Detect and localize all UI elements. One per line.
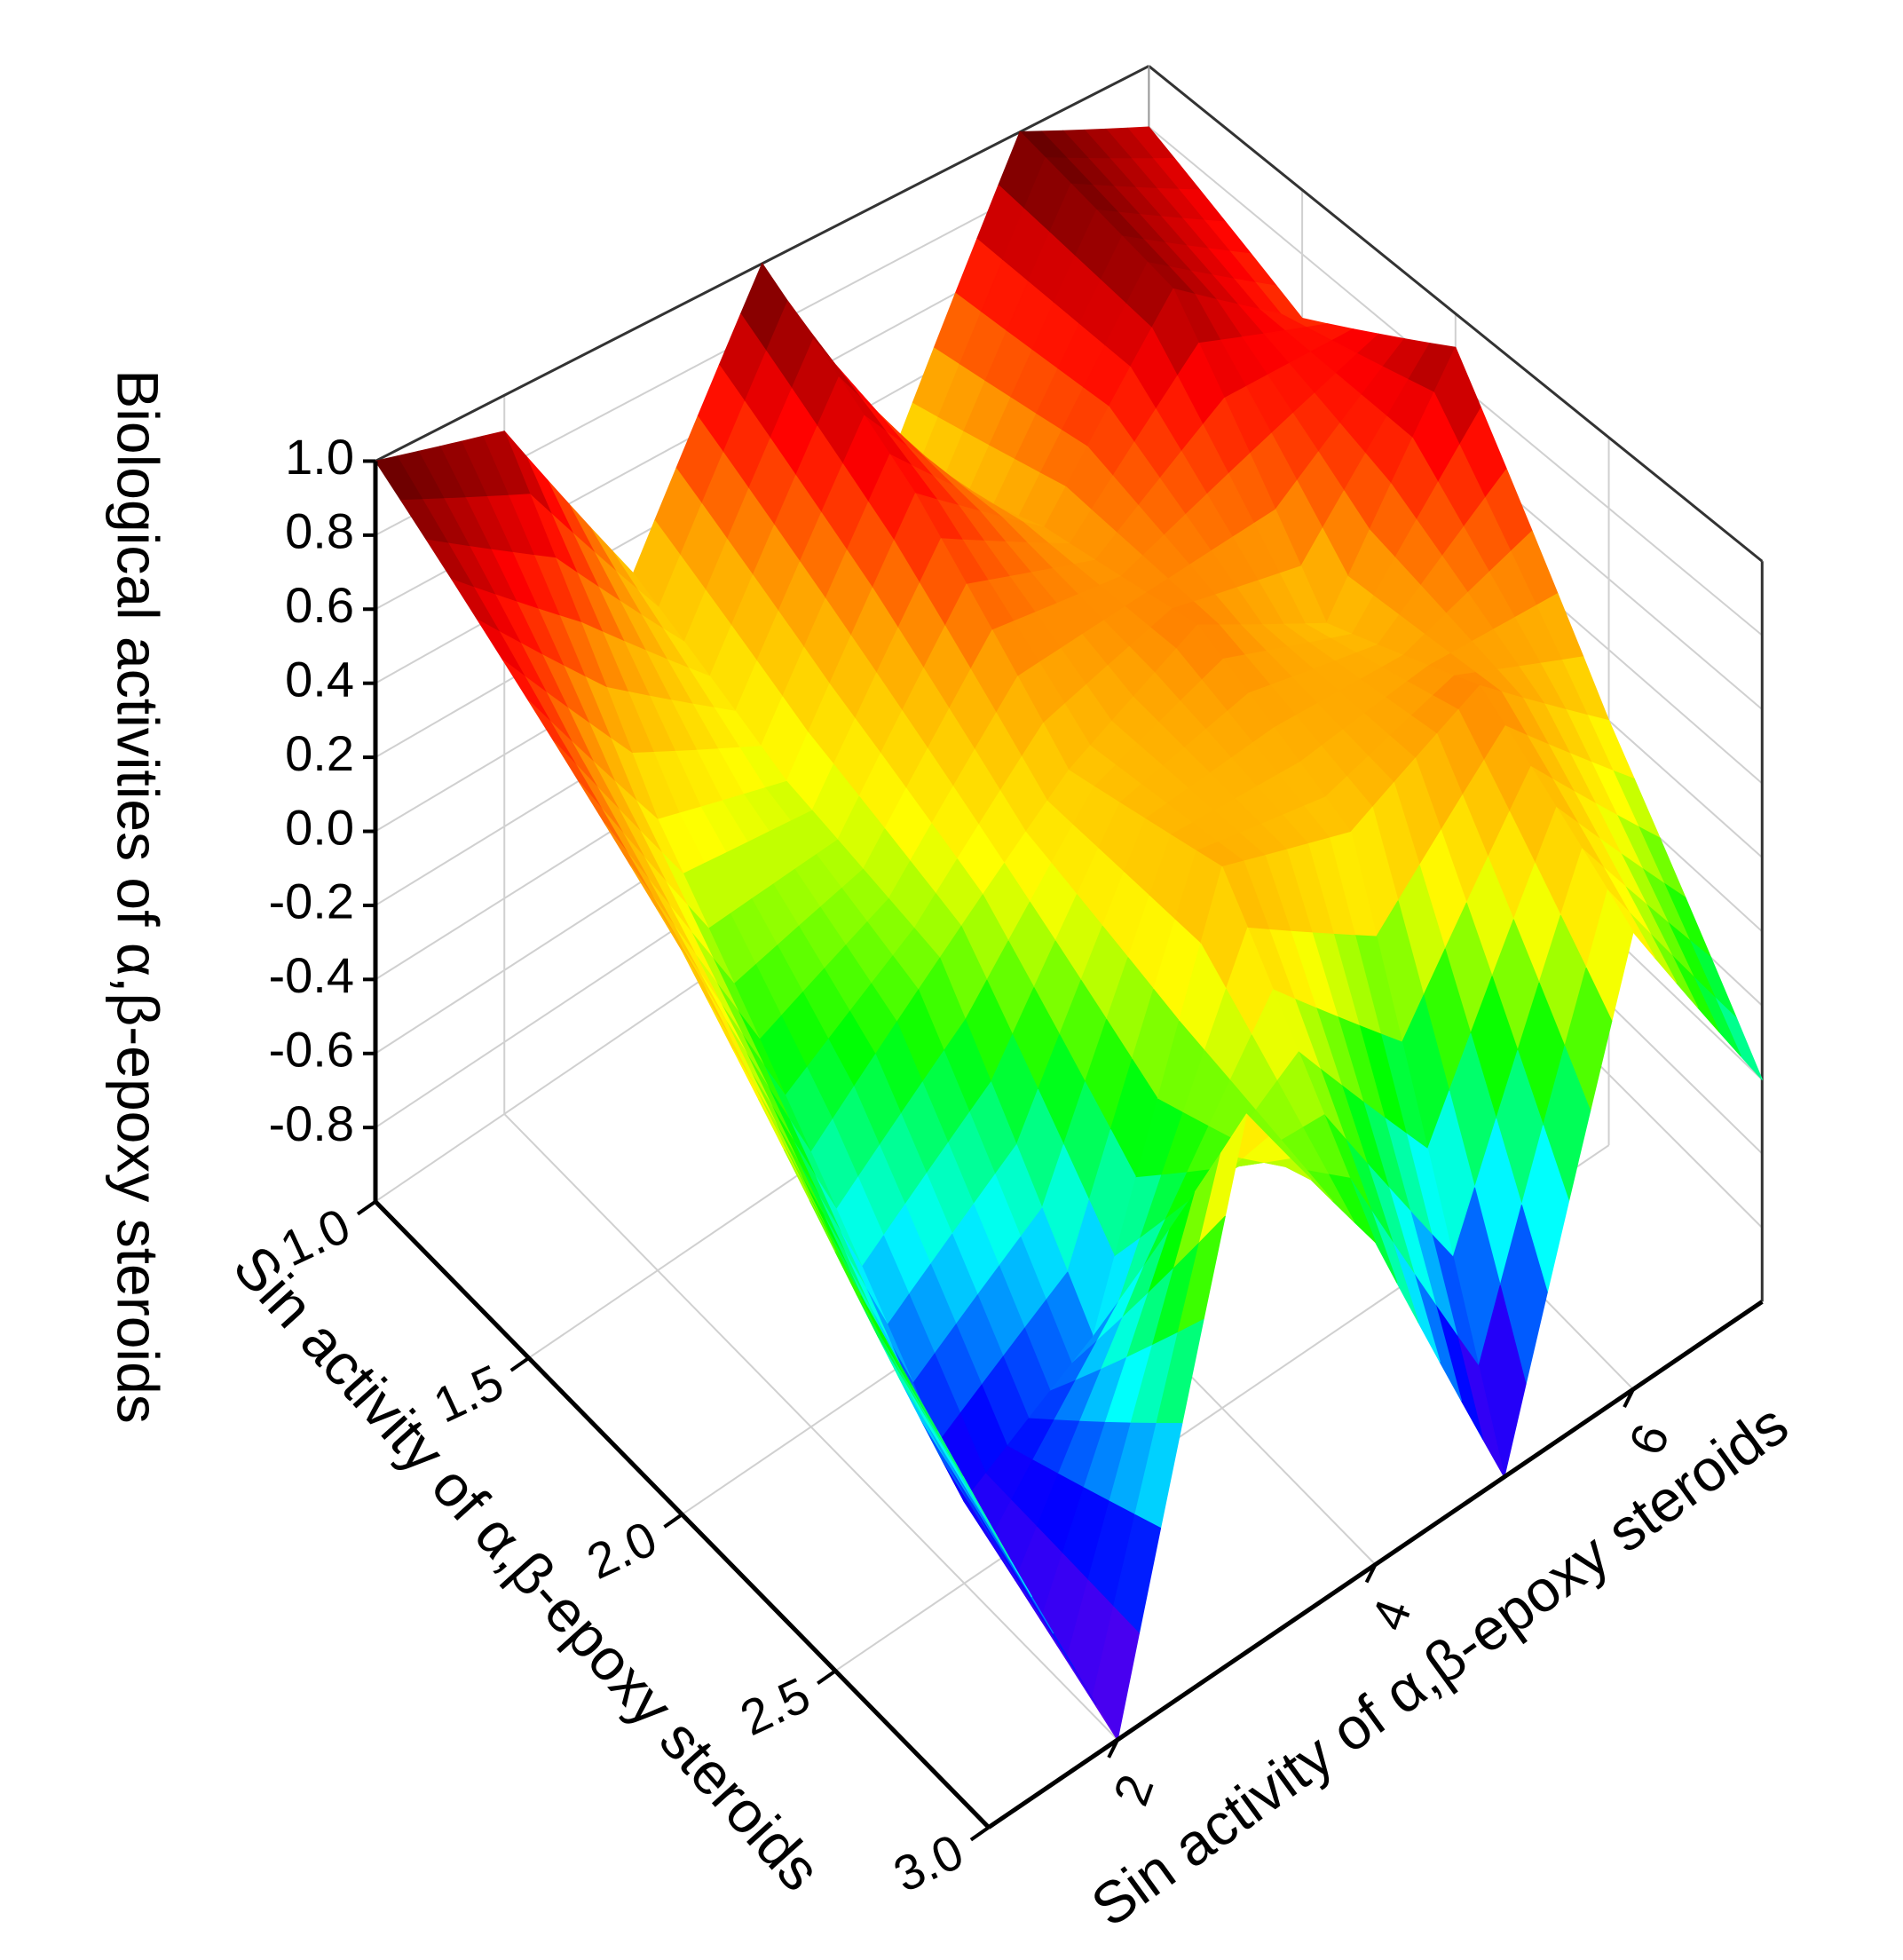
- y-tick: [509, 1356, 530, 1372]
- box-edge: [1148, 65, 1764, 563]
- z-tick-label: 0.6: [285, 577, 354, 633]
- z-tick-label: 0.8: [285, 503, 354, 559]
- y-tick: [663, 1513, 683, 1529]
- z-tick-label: -0.2: [269, 873, 355, 929]
- z-tick-label: 0.4: [285, 651, 354, 707]
- y-axis-title: Sin activity of α,β-epoxy steroids: [221, 1233, 833, 1903]
- x-tick: [1623, 1388, 1635, 1408]
- x-tick-label: 4: [1360, 1592, 1422, 1637]
- y-tick-label: 2.5: [732, 1666, 818, 1746]
- z-tick-label: 1.0: [285, 429, 354, 485]
- y-tick-label: 3.0: [885, 1822, 971, 1902]
- y-tick: [356, 1199, 377, 1216]
- y-tick: [969, 1825, 991, 1842]
- x-tick: [1364, 1563, 1378, 1584]
- x-tick: [1107, 1739, 1119, 1758]
- surface-patch: [962, 1475, 1011, 1561]
- x-axis-title: Sin activity of α,β-epoxy steroids: [1079, 1391, 1799, 1940]
- surface-patch: [1714, 997, 1763, 1080]
- x-tick-label: 2: [1102, 1767, 1165, 1813]
- x-tick-label: 6: [1618, 1417, 1680, 1462]
- z-tick-label: 0.2: [285, 725, 354, 781]
- z-tick-label: 0.0: [285, 799, 354, 855]
- z-tick-label: -0.4: [269, 947, 355, 1003]
- z-tick-label: -0.8: [269, 1095, 355, 1151]
- surface: [375, 126, 1763, 1741]
- z-tick-label: -0.6: [269, 1022, 355, 1078]
- z-axis-title: Biological activities of α,β-epoxy stero…: [106, 369, 171, 1424]
- y-tick-label: 2.0: [579, 1510, 665, 1590]
- y-tick: [817, 1669, 837, 1685]
